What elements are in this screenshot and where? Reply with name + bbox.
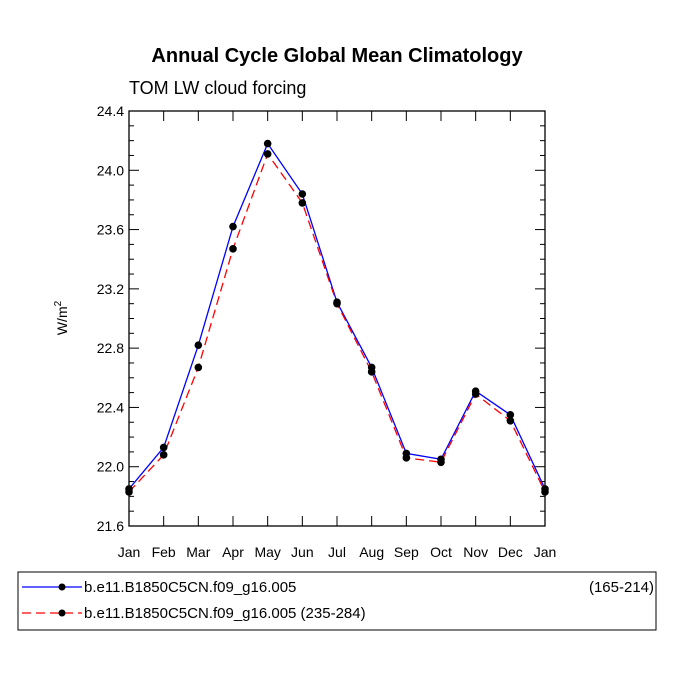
legend-entry-1: b.e11.B1850C5CN.f09_g16.005 (165-214) (22, 579, 654, 596)
y-tick-label: 22.4 (97, 399, 124, 415)
legend-marker-1 (58, 583, 66, 591)
series-line-1 (128, 142, 546, 490)
x-tick-label: Oct (430, 544, 452, 560)
series-1-point (194, 341, 203, 349)
series-2-point (541, 488, 549, 496)
x-tick-label: Jan (534, 544, 557, 560)
y-axis-label-unit: W/m (54, 306, 70, 335)
series-2-point (298, 199, 307, 207)
legend-label-2: b.e11.B1850C5CN.f09_g16.005 (235-284) (84, 605, 366, 622)
series-2-point (367, 368, 376, 376)
y-tick-label: 24.4 (97, 103, 124, 119)
x-tick-label: Mar (186, 544, 210, 560)
series-lines (128, 142, 546, 493)
series-markers (125, 139, 549, 496)
y-tick-label: 21.6 (97, 518, 124, 534)
x-tick-label: Jan (118, 544, 141, 560)
series-2-point (194, 363, 203, 372)
legend-entry-2: b.e11.B1850C5CN.f09_g16.005 (235-284) (22, 605, 366, 622)
series-2-point (125, 488, 133, 496)
plot-frame (128, 110, 546, 527)
series-line-2 (128, 152, 546, 493)
series-2-point (333, 299, 341, 308)
series-2-point (506, 416, 515, 425)
y-axis-label-exponent: 2 (53, 300, 64, 306)
x-tick-label: Nov (463, 544, 488, 560)
chart-title: Annual Cycle Global Mean Climatology (151, 45, 523, 67)
y-tick-label: 23.2 (97, 281, 124, 297)
x-tick-label: Jun (291, 544, 314, 560)
series-1-point (263, 139, 272, 148)
legend-label-1: b.e11.B1850C5CN.f09_g16.005 (84, 579, 296, 596)
legend-box (17, 571, 657, 631)
x-tick-label: May (254, 544, 280, 560)
series-2-point (229, 245, 237, 253)
x-tick-labels: Jan Feb Mar Apr May Jun Jul Aug Sep Oct Nov Dec Jan (118, 544, 557, 560)
series-2-point (437, 458, 445, 467)
x-tick-label: Apr (222, 544, 244, 560)
series-2-point (402, 454, 411, 462)
y-tick-label: 22.8 (97, 340, 124, 356)
x-tick-label: Dec (498, 544, 523, 560)
x-tick-label: Jul (328, 544, 346, 560)
series-1-point (159, 443, 168, 452)
series-2-point (159, 451, 168, 459)
legend-marker-2 (58, 609, 66, 617)
y-tick-label: 24.0 (97, 162, 124, 178)
series-1-point (506, 411, 515, 419)
legend-label-1-period: (165-214) (589, 579, 654, 596)
x-tick-label: Aug (359, 544, 384, 560)
x-tick-label: Sep (394, 544, 419, 560)
y-tick-label: 23.6 (97, 222, 124, 238)
y-axis-label: W/m2 (53, 300, 70, 335)
series-2-point (471, 390, 480, 398)
series-2-point (263, 150, 272, 158)
chart-subtitle: TOM LW cloud forcing (129, 78, 306, 98)
y-tick-labels: 21.6 22.0 22.4 22.8 23.2 23.6 24.0 24.4 (97, 103, 124, 534)
series-1-point (298, 190, 307, 198)
series-1-point (229, 222, 237, 231)
axis-ticks (128, 110, 546, 527)
y-tick-label: 22.0 (97, 459, 124, 475)
x-tick-label: Feb (152, 544, 176, 560)
